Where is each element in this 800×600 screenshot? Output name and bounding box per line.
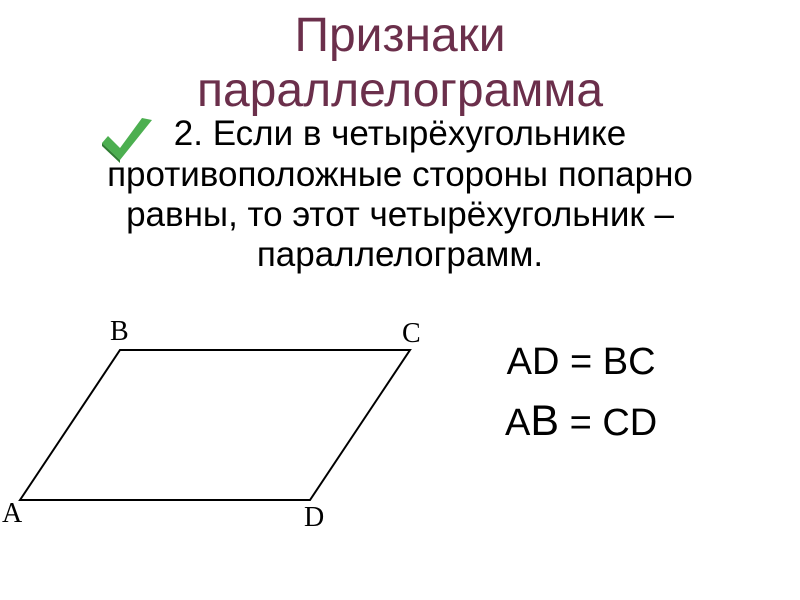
slide-title: Признаки параллелограмма — [0, 0, 800, 118]
equation-1: AD = BC — [505, 335, 657, 390]
theorem-line-3: равны, то этот четырёхугольник – — [18, 195, 782, 235]
vertex-label-a: A — [2, 498, 23, 529]
vertex-label-c: C — [402, 318, 421, 349]
eq2-b: В — [530, 397, 559, 445]
parallelogram-diagram: A B C D — [0, 305, 450, 545]
vertex-label-b: B — [110, 316, 129, 347]
check-path — [102, 118, 152, 160]
eq2-cd: = CD — [559, 402, 657, 444]
equations: AD = BC AВ = CD — [505, 335, 657, 452]
title-line-1: Признаки — [0, 8, 800, 63]
theorem-line-4: параллелограмм. — [18, 235, 782, 275]
vertex-label-d: D — [304, 502, 324, 533]
lower-section: A B C D AD = BC AВ = CD — [0, 295, 800, 555]
equation-2: AВ = CD — [505, 390, 657, 452]
checkmark-icon — [92, 108, 162, 178]
eq2-a: A — [505, 402, 530, 444]
parallelogram-shape — [20, 350, 410, 500]
